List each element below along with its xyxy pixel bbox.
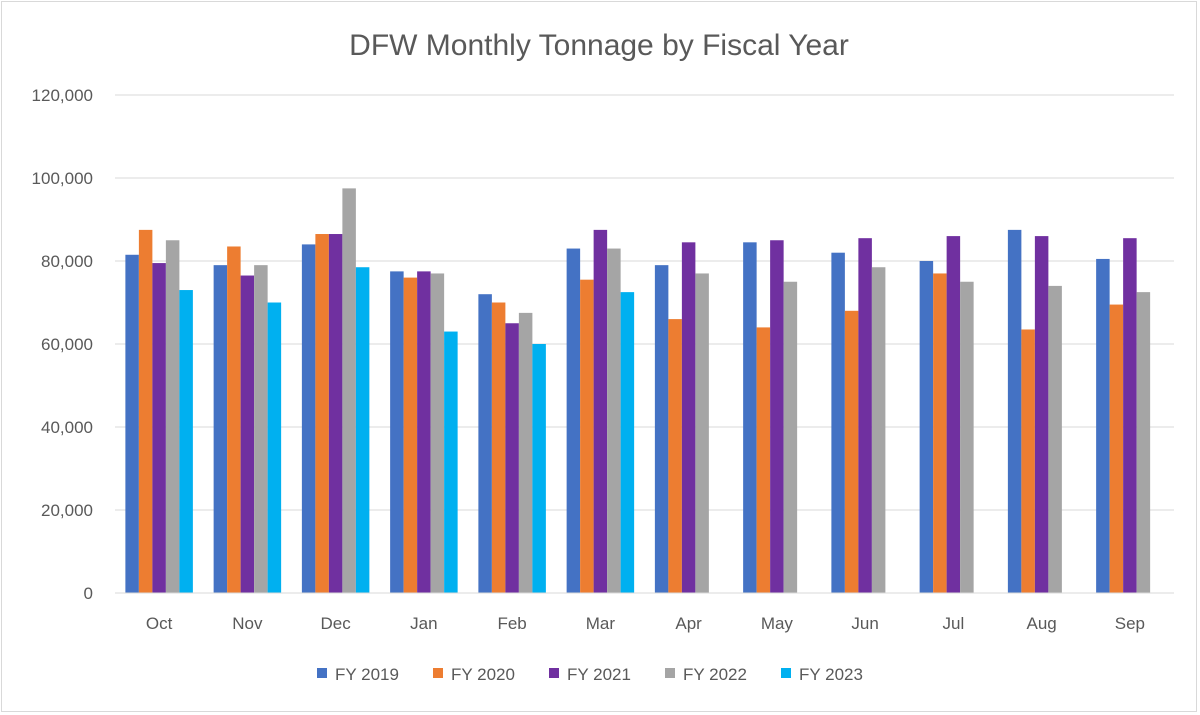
bar-fy-2022-dec xyxy=(342,188,356,594)
bar-fy-2021-nov xyxy=(240,275,255,593)
bar-fy-2023-oct xyxy=(179,290,193,593)
bar-fy-2020-oct xyxy=(138,229,153,594)
x-tick-label: Nov xyxy=(232,614,263,633)
y-axis: 0 20,000 40,000 60,000 80,000 100,000 120,000 xyxy=(32,86,93,603)
legend-item-fy-2022: FY 2022 xyxy=(665,665,747,684)
bar-fy-2019-oct xyxy=(125,254,139,593)
bar-fy-2023-nov xyxy=(267,302,282,593)
legend: FY 2019 FY 2020 FY 2021 FY 2022 FY 2023 xyxy=(317,665,863,684)
y-tick-label: 40,000 xyxy=(41,418,93,437)
y-tick-label: 100,000 xyxy=(32,169,93,188)
legend-label: FY 2019 xyxy=(335,665,399,684)
bar-fy-2023-dec xyxy=(355,267,370,593)
y-tick-label: 120,000 xyxy=(32,86,93,105)
bar-fy-2019-apr xyxy=(654,265,669,593)
bar-fy-2020-may xyxy=(756,327,771,593)
y-tick-label: 0 xyxy=(84,584,93,603)
bar-fy-2021-jan xyxy=(417,271,431,594)
legend-item-fy-2021: FY 2021 xyxy=(549,665,631,684)
bar-fy-2022-nov xyxy=(254,265,268,593)
bar-fy-2021-sep xyxy=(1123,238,1137,593)
legend-item-fy-2019: FY 2019 xyxy=(317,665,399,684)
bar-fy-2022-mar xyxy=(607,248,621,594)
bar-fy-2022-jul xyxy=(960,281,974,593)
bar-fy-2021-feb xyxy=(505,323,519,593)
bar-fy-2020-dec xyxy=(315,234,329,593)
y-tick-label: 80,000 xyxy=(41,252,93,271)
legend-label: FY 2020 xyxy=(451,665,515,684)
bar-fy-2020-feb xyxy=(491,302,506,593)
legend-swatch xyxy=(317,668,327,678)
bar-fy-2023-feb xyxy=(532,344,546,593)
x-tick-label: Mar xyxy=(586,614,616,633)
bar-fy-2022-feb xyxy=(518,312,533,594)
bar-fy-2019-jul xyxy=(919,261,934,593)
bar-fy-2019-sep xyxy=(1096,258,1110,593)
legend-swatch xyxy=(433,668,443,678)
bar-fy-2019-aug xyxy=(1007,229,1022,594)
bars xyxy=(125,188,1151,594)
bar-fy-2022-oct xyxy=(165,240,180,593)
bar-fy-2020-jun xyxy=(844,310,859,593)
bar-fy-2023-jan xyxy=(444,331,458,593)
legend-item-fy-2020: FY 2020 xyxy=(433,665,515,684)
legend-label: FY 2023 xyxy=(799,665,863,684)
x-tick-label: Sep xyxy=(1115,614,1145,633)
bar-fy-2022-jun xyxy=(871,267,886,593)
x-tick-label: Aug xyxy=(1027,614,1057,633)
x-tick-label: Feb xyxy=(497,614,526,633)
bar-fy-2021-oct xyxy=(152,263,166,593)
x-tick-label: Jul xyxy=(943,614,965,633)
bar-fy-2021-jul xyxy=(946,236,961,593)
x-axis: Oct Nov Dec Jan Feb Mar Apr May Jun Jul Aug Sep xyxy=(115,592,1174,633)
bar-fy-2020-jul xyxy=(933,273,947,593)
bar-fy-2020-apr xyxy=(668,319,682,593)
legend-label: FY 2021 xyxy=(567,665,631,684)
bar-fy-2021-may xyxy=(770,240,784,593)
legend-item-fy-2023: FY 2023 xyxy=(781,665,863,684)
bar-fy-2021-dec xyxy=(328,234,343,593)
bar-fy-2019-mar xyxy=(566,248,581,594)
bar-fy-2022-sep xyxy=(1136,292,1151,594)
x-tick-label: Jan xyxy=(410,614,437,633)
legend-swatch xyxy=(665,668,675,678)
legend-swatch xyxy=(549,668,559,678)
x-tick-label: Apr xyxy=(675,614,702,633)
x-tick-label: May xyxy=(761,614,794,633)
bar-fy-2021-aug xyxy=(1034,236,1049,593)
legend-label: FY 2022 xyxy=(683,665,747,684)
y-tick-label: 60,000 xyxy=(41,335,93,354)
bar-fy-2020-sep xyxy=(1109,304,1124,593)
bar-fy-2019-may xyxy=(743,242,757,593)
bar-fy-2020-aug xyxy=(1021,329,1035,593)
bar-fy-2022-jan xyxy=(430,273,445,593)
gridlines xyxy=(115,94,1174,594)
bar-fy-2019-nov xyxy=(213,265,228,593)
bar-fy-2020-mar xyxy=(580,279,594,593)
x-tick-label: Dec xyxy=(321,614,352,633)
bar-fy-2019-jun xyxy=(831,252,845,593)
y-tick-label: 20,000 xyxy=(41,501,93,520)
bar-fy-2021-mar xyxy=(593,229,608,594)
bar-fy-2023-mar xyxy=(620,292,635,594)
bar-fy-2020-nov xyxy=(227,246,241,594)
bar-fy-2021-apr xyxy=(681,242,696,593)
legend-swatch xyxy=(781,668,791,678)
bar-fy-2019-dec xyxy=(301,244,316,593)
bar-fy-2021-jun xyxy=(858,238,872,593)
x-tick-label: Jun xyxy=(851,614,878,633)
bar-fy-2019-feb xyxy=(478,294,492,593)
chart-title: DFW Monthly Tonnage by Fiscal Year xyxy=(349,29,849,62)
bar-fy-2022-aug xyxy=(1048,285,1062,593)
bar-fy-2022-may xyxy=(783,281,798,593)
bar-fy-2019-jan xyxy=(390,271,404,594)
x-tick-label: Oct xyxy=(146,614,173,633)
bar-fy-2022-apr xyxy=(695,273,709,593)
bar-fy-2020-jan xyxy=(403,277,418,593)
